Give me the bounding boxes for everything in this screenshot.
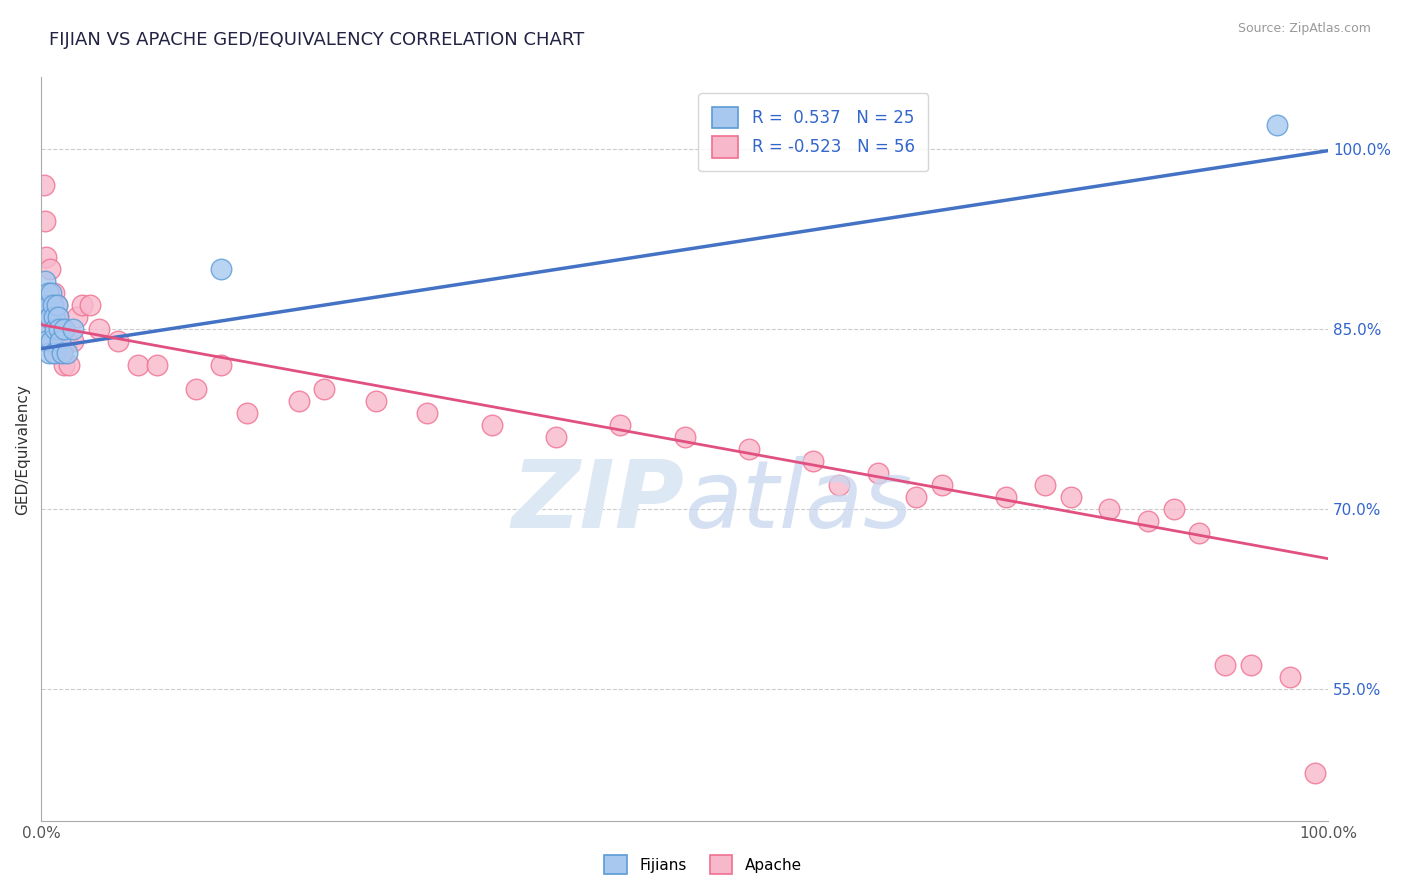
Point [34,275,56,289]
Point [32,298,55,312]
Point [38,298,60,312]
Point [1136,515,1159,529]
Point [416,407,439,421]
Point [1278,670,1301,684]
Point [34,214,56,228]
Point [49,334,72,349]
Point [801,454,824,468]
Text: Source: ZipAtlas.com: Source: ZipAtlas.com [1237,22,1371,36]
Point [287,394,309,409]
Text: atlas: atlas [685,456,912,547]
Point [62,334,84,349]
Point [37,286,59,301]
Y-axis label: GED/Equivalency: GED/Equivalency [15,384,30,515]
Point [107,334,129,349]
Point [32,178,55,193]
Point [41,286,63,301]
Point [209,262,232,277]
Point [44,346,66,360]
Point [364,394,387,409]
Legend: Fijians, Apache: Fijians, Apache [598,849,808,880]
Point [931,478,953,492]
Point [39,262,62,277]
Point [673,430,696,444]
Point [35,251,58,265]
Point [46,310,69,325]
Point [37,298,59,312]
Point [41,334,63,349]
Point [53,359,76,373]
Point [72,298,94,312]
Point [481,418,503,433]
Point [42,310,65,325]
Point [38,286,60,301]
Point [42,286,65,301]
Point [1033,478,1056,492]
Point [48,322,70,336]
Point [41,298,63,312]
Point [1188,526,1211,541]
Point [1240,658,1263,673]
Point [1098,502,1121,516]
Point [51,346,73,360]
Text: FIJIAN VS APACHE GED/EQUIVALENCY CORRELATION CHART: FIJIAN VS APACHE GED/EQUIVALENCY CORRELA… [49,31,585,49]
Point [62,322,84,336]
Point [53,322,76,336]
Point [738,442,761,457]
Point [87,322,110,336]
Point [56,334,79,349]
Point [42,346,65,360]
Point [1213,658,1236,673]
Point [41,334,63,349]
Point [1303,766,1326,780]
Point [1060,491,1083,505]
Point [38,346,60,360]
Point [1163,502,1185,516]
Point [49,322,72,336]
Text: ZIP: ZIP [512,456,685,548]
Point [236,407,259,421]
Point [905,491,928,505]
Legend: R =  0.537   N = 25, R = -0.523   N = 56: R = 0.537 N = 25, R = -0.523 N = 56 [699,93,928,171]
Point [314,383,336,397]
Point [35,334,58,349]
Point [48,334,70,349]
Point [44,322,66,336]
Point [52,334,75,349]
Point [866,467,889,481]
Point [41,310,63,325]
Point [51,346,73,360]
Point [127,359,149,373]
Point [609,418,631,433]
Point [184,383,207,397]
Point [45,298,67,312]
Point [828,478,851,492]
Point [544,430,567,444]
Point [58,359,80,373]
Point [995,491,1018,505]
Point [79,298,101,312]
Point [146,359,169,373]
Point [37,310,59,325]
Point [56,346,79,360]
Point [209,359,232,373]
Point [34,322,56,336]
Point [66,310,89,325]
Point [45,298,67,312]
Point [46,310,69,325]
Point [37,322,59,336]
Point [39,310,62,325]
Point [1265,119,1288,133]
